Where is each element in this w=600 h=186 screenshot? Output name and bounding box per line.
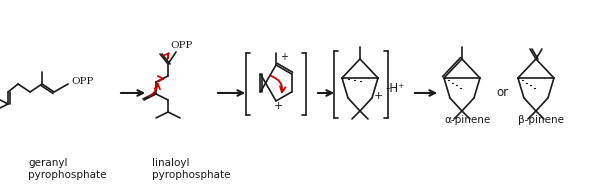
Text: linaloyl
pyrophosphate: linaloyl pyrophosphate [152, 158, 230, 179]
Text: -H⁺: -H⁺ [385, 82, 404, 95]
Text: OPP: OPP [71, 78, 94, 86]
Text: +: + [274, 101, 283, 111]
Text: or: or [496, 86, 508, 100]
Text: OPP: OPP [170, 41, 193, 50]
Text: +: + [373, 91, 383, 101]
Text: +: + [280, 52, 288, 62]
Text: α-pinene: α-pinene [444, 115, 490, 125]
Text: β-pinene: β-pinene [518, 115, 564, 125]
Text: geranyl
pyrophosphate: geranyl pyrophosphate [28, 158, 107, 179]
